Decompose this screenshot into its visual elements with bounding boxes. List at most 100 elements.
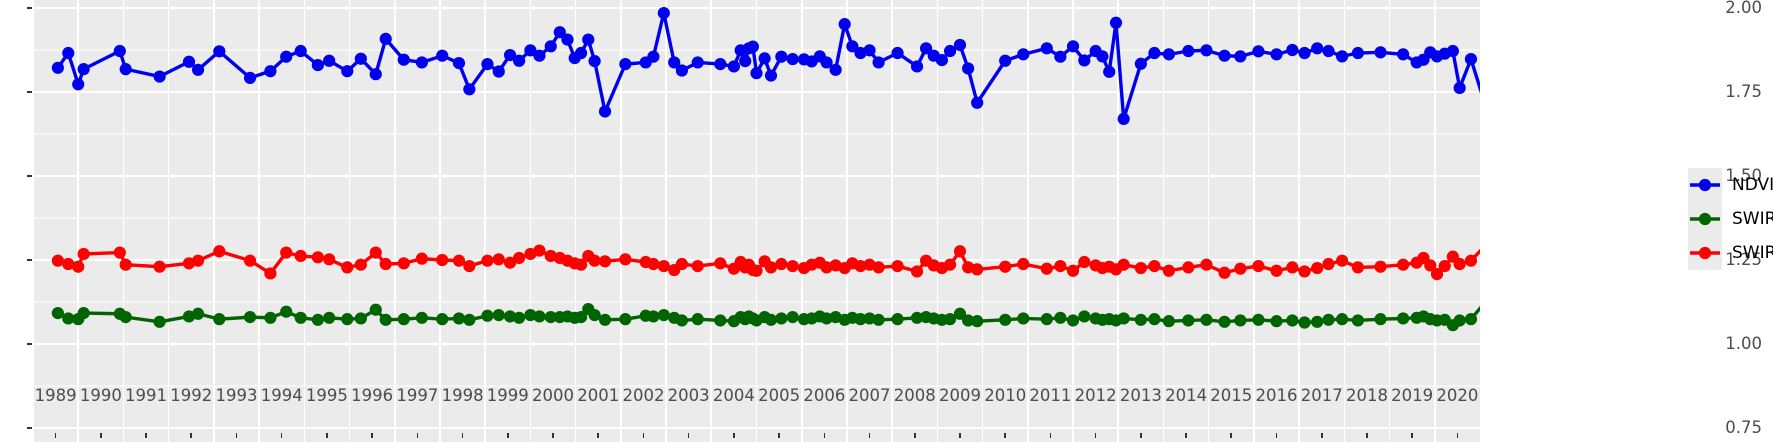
data-point [1430, 268, 1444, 281]
data-point [619, 58, 632, 71]
data-point [379, 32, 392, 46]
data-point [1148, 313, 1161, 326]
grid-line-major-vertical [574, 0, 577, 442]
y-axis-tick-mark [27, 7, 32, 9]
legend-marker-icon [1690, 178, 1720, 192]
data-point [191, 63, 205, 76]
grid-line-major-vertical [1298, 0, 1300, 442]
data-point [588, 54, 601, 68]
grid-line-major-vertical [122, 0, 125, 442]
data-point [943, 258, 957, 271]
data-point [829, 63, 842, 76]
data-point [647, 50, 660, 63]
data-point [294, 311, 307, 324]
grid-line-major-vertical [1433, 0, 1436, 442]
data-point [243, 71, 257, 84]
data-point [838, 18, 851, 31]
grid-line-major-vertical [1117, 0, 1120, 442]
data-point [119, 63, 132, 76]
data-point [503, 256, 517, 269]
data-point [119, 258, 132, 271]
data-point [415, 56, 428, 69]
data-point [481, 58, 494, 71]
data-point [943, 313, 957, 326]
data-point [727, 60, 740, 73]
data-point [1040, 262, 1053, 275]
x-axis-tick-mark [913, 433, 916, 438]
data-point [1148, 259, 1161, 273]
data-point [503, 310, 517, 323]
x-axis-tick-label: 2009 [938, 386, 981, 405]
data-point [311, 59, 324, 72]
grid-line-major-vertical [348, 0, 351, 442]
data-point [369, 303, 382, 316]
data-point [953, 38, 967, 52]
data-point [191, 254, 205, 267]
x-axis-tick-mark [1456, 433, 1459, 438]
x-axis-tick-mark [190, 433, 193, 438]
x-axis-tick-mark [1366, 433, 1368, 438]
data-point [1322, 44, 1335, 58]
data-point [962, 314, 975, 327]
data-point [750, 264, 763, 277]
data-point [369, 68, 382, 81]
data-point [1453, 314, 1466, 327]
data-point [574, 46, 588, 60]
data-point [1040, 313, 1053, 326]
data-point [294, 44, 307, 58]
data-point [775, 312, 788, 325]
data-point [1117, 312, 1130, 325]
data-point [1453, 81, 1466, 95]
legend-item-swir1[interactable]: SWIR1 [1688, 236, 1773, 270]
data-point [910, 60, 924, 73]
legend-item-ndvi[interactable]: NDVI [1688, 168, 1773, 202]
data-point [323, 311, 336, 324]
data-point [598, 105, 612, 118]
data-point [910, 265, 924, 278]
data-point [1446, 44, 1459, 58]
data-point [415, 252, 428, 265]
data-point [1182, 314, 1195, 327]
data-point [533, 310, 546, 323]
data-point [544, 311, 557, 324]
y-axis-tick-label: 0.75 [1725, 417, 1762, 437]
series-swir1 [51, 244, 1480, 281]
data-point [1017, 312, 1030, 325]
x-axis-tick-label: 2017 [1300, 386, 1343, 405]
data-point [891, 259, 904, 273]
x-axis-tick-mark [552, 433, 554, 438]
data-point [786, 311, 799, 324]
data-point [598, 255, 612, 268]
legend-item-swir2[interactable]: SWIR2 [1688, 202, 1773, 236]
grid-line-major-vertical [484, 0, 486, 442]
data-point [764, 261, 778, 274]
data-point [341, 261, 354, 274]
x-axis-tick-mark [326, 433, 328, 438]
data-point [213, 245, 226, 258]
data-point [191, 307, 205, 320]
data-point [264, 267, 277, 280]
data-point [1374, 260, 1387, 273]
data-point [1234, 262, 1247, 275]
x-axis-tick-label: 2019 [1391, 386, 1434, 405]
data-point [820, 56, 833, 69]
data-point [492, 309, 505, 322]
data-point [1218, 266, 1231, 279]
grid-line-major-vertical [710, 0, 713, 442]
data-point [714, 257, 727, 270]
data-point [872, 261, 885, 274]
data-point [1200, 44, 1213, 57]
x-axis-tick-label: 2004 [712, 386, 755, 405]
grid-line-major-vertical [1027, 0, 1029, 442]
data-point [397, 313, 410, 326]
data-point [574, 311, 588, 324]
legend-key-swatch [1688, 168, 1722, 202]
legend-item-label: NDVI [1732, 174, 1773, 195]
data-point [657, 6, 670, 20]
data-point [1182, 44, 1195, 58]
legend-marker-icon [1690, 212, 1720, 226]
data-point [311, 313, 324, 326]
data-point [72, 78, 85, 91]
data-point [1351, 46, 1365, 60]
